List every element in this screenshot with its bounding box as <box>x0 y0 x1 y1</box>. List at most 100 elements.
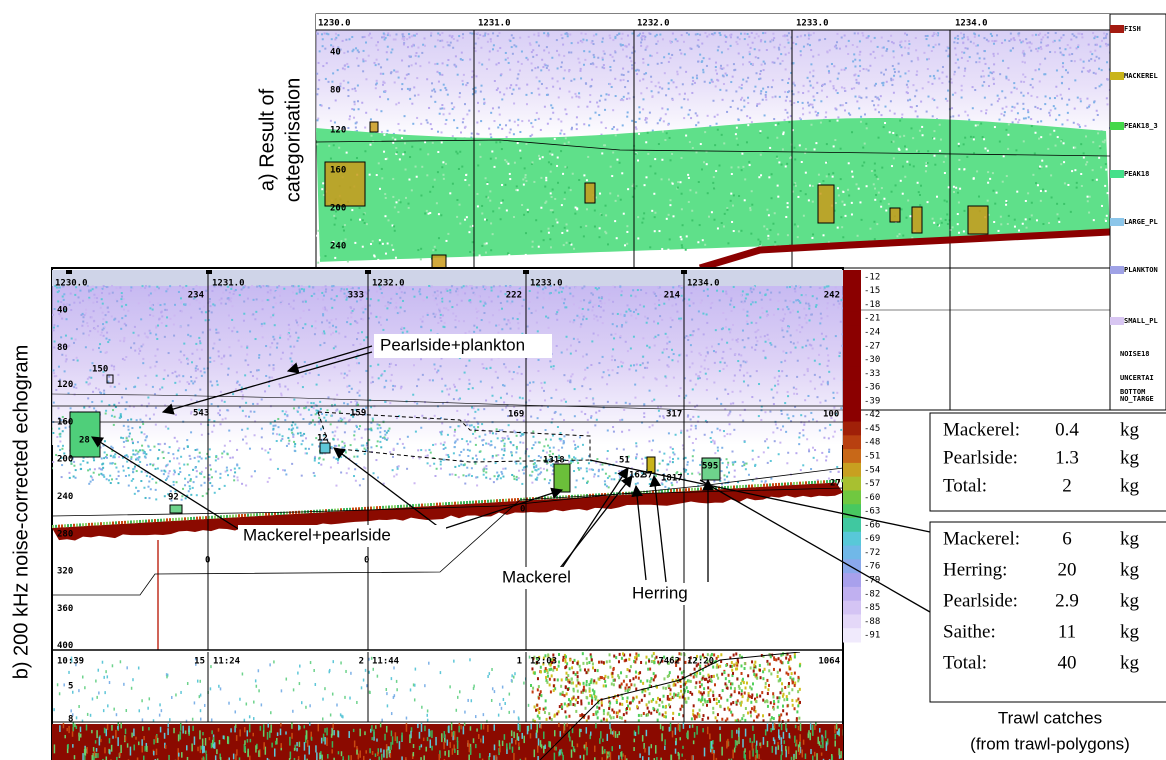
echo-pixel <box>480 120 482 122</box>
echo-pixel <box>1047 32 1049 34</box>
echo-pixel <box>616 325 618 327</box>
echo-pixel <box>477 133 479 135</box>
echo-pixel <box>627 111 629 113</box>
echo-pixel <box>967 114 969 116</box>
echo-pixel <box>742 166 744 168</box>
echo-pixel <box>459 92 461 94</box>
echo-pixel <box>267 481 269 483</box>
echo-pixel <box>829 120 831 122</box>
echo-pixel <box>962 42 964 44</box>
echo-pixel <box>788 32 790 34</box>
echo-pixel <box>805 193 807 195</box>
echo-pixel <box>727 242 729 244</box>
echo-pixel <box>1010 50 1012 52</box>
echo-pixel <box>318 257 320 259</box>
echo-pixel <box>421 415 423 417</box>
echo-pixel <box>689 109 691 111</box>
echo-pixel <box>549 360 551 362</box>
echo-pixel <box>1058 221 1060 223</box>
echo-pixel <box>754 349 756 351</box>
echo-pixel <box>597 57 599 59</box>
echo-pixel <box>603 67 605 69</box>
echo-pixel <box>419 148 421 150</box>
echo-pixel <box>439 72 441 74</box>
echo-pixel <box>402 33 404 35</box>
echo-pixel <box>197 456 199 458</box>
echo-pixel <box>221 298 223 300</box>
echo-pixel <box>352 49 354 51</box>
echo-pixel <box>787 39 789 41</box>
echo-pixel <box>280 358 282 360</box>
echo-pixel <box>837 116 839 118</box>
echo-pixel <box>1059 47 1061 49</box>
school-fill <box>890 208 900 222</box>
echo-pixel <box>392 293 394 295</box>
echo-pixel <box>797 360 799 362</box>
echo-pixel <box>326 33 328 35</box>
echo-pixel <box>1026 42 1028 44</box>
legend-label: FISH <box>1124 25 1141 33</box>
echo-pixel <box>54 340 56 342</box>
echo-pixel <box>763 451 765 453</box>
echo-pixel <box>836 47 838 49</box>
echo-pixel <box>597 106 599 108</box>
echo-pixel <box>953 191 955 193</box>
echo-pixel <box>832 436 834 438</box>
echo-pixel <box>503 318 505 320</box>
echo-pixel <box>762 88 764 90</box>
echo-pixel <box>371 37 373 39</box>
echo-pixel <box>149 307 151 309</box>
echo-pixel <box>603 64 605 66</box>
echo-pixel <box>530 122 532 124</box>
echo-pixel <box>829 49 831 51</box>
echo-pixel <box>144 287 146 289</box>
echo-pixel <box>669 461 671 463</box>
echo-pixel <box>799 117 801 119</box>
echo-pixel <box>267 299 269 301</box>
echo-pixel <box>393 475 395 477</box>
echo-pixel <box>441 32 443 34</box>
echo-pixel <box>430 35 432 37</box>
distance-label: 1231.0 <box>478 19 511 29</box>
echo-pixel <box>804 317 806 319</box>
echo-pixel <box>677 187 679 189</box>
echo-pixel <box>400 387 402 389</box>
echo-pixel <box>58 366 60 368</box>
echo-pixel <box>649 55 651 57</box>
echo-pixel <box>726 342 728 344</box>
echo-pixel <box>788 121 790 123</box>
echo-pixel <box>346 321 348 323</box>
echo-pixel <box>623 96 625 98</box>
echo-pixel <box>671 349 673 351</box>
echo-pixel <box>737 108 739 110</box>
echo-pixel <box>482 288 484 290</box>
echo-pixel <box>371 135 373 137</box>
echo-pixel <box>159 388 161 390</box>
echo-pixel <box>1001 42 1003 44</box>
echo-pixel <box>548 69 550 71</box>
echo-pixel <box>101 298 103 300</box>
echo-pixel <box>379 96 381 98</box>
echo-pixel <box>672 33 674 35</box>
echo-pixel <box>722 312 724 314</box>
echo-pixel <box>396 474 398 476</box>
echo-pixel <box>828 449 830 451</box>
echo-pixel <box>53 324 55 326</box>
echo-pixel <box>445 89 447 91</box>
echo-pixel <box>766 49 768 51</box>
echo-pixel <box>489 478 491 480</box>
echo-pixel <box>73 359 75 361</box>
echo-pixel <box>555 218 557 220</box>
echo-pixel <box>1105 43 1107 45</box>
echo-pixel <box>690 380 692 382</box>
echo-pixel <box>330 120 332 122</box>
echo-pixel <box>488 443 490 445</box>
echo-pixel <box>1025 117 1027 119</box>
echo-pixel <box>73 302 75 304</box>
echo-pixel <box>1074 147 1076 149</box>
echo-pixel <box>808 105 810 107</box>
echo-pixel <box>440 296 442 298</box>
echo-pixel <box>621 470 623 472</box>
echo-pixel <box>795 285 797 287</box>
echo-pixel <box>352 344 354 346</box>
